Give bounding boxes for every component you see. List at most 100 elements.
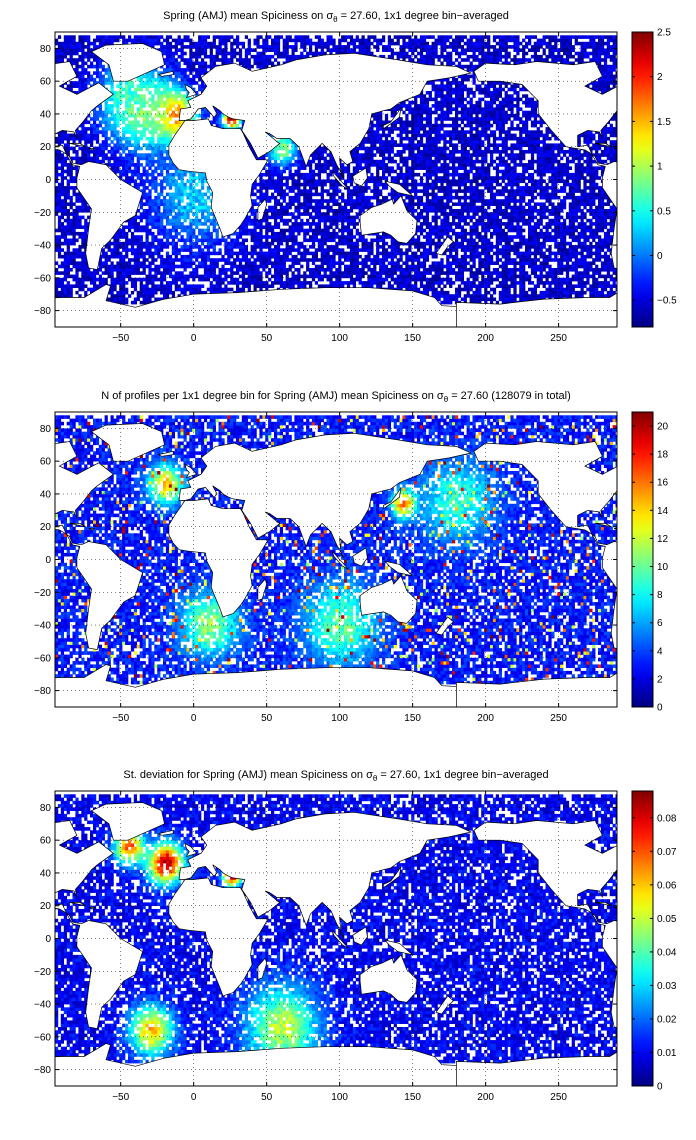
colorbar-tick-label: 14 — [657, 506, 669, 517]
panel-title: N of profiles per 1x1 degree bin for Spr… — [101, 390, 571, 404]
panel-title: Spring (AMJ) mean Spiciness on σθ = 27.6… — [163, 10, 509, 24]
coastline — [595, 523, 612, 528]
y-tick-label: 20 — [40, 142, 52, 153]
coastline — [257, 198, 268, 222]
coastline — [332, 551, 349, 570]
coastline — [257, 578, 268, 602]
y-tick-label: 40 — [40, 109, 52, 120]
y-tick-label: 60 — [40, 457, 52, 468]
colorbar-tick-label: 0 — [657, 703, 663, 714]
grid-lines — [55, 412, 617, 707]
colorbar-tick-label: 0 — [657, 1082, 663, 1093]
coastline — [359, 954, 418, 1003]
coastline — [69, 902, 86, 907]
y-tick-label: 40 — [40, 489, 52, 500]
y-tick-label: −80 — [34, 306, 51, 317]
x-tick-label: 50 — [261, 713, 273, 724]
y-tick-label: −20 — [34, 588, 51, 599]
coastline — [55, 441, 144, 651]
colorbar: 0 0.01 0.02 0.03 0.04 0.05 0.06 0.07 0.08 — [631, 790, 677, 1093]
y-tick-label: −20 — [34, 967, 51, 978]
x-tick-label: 200 — [477, 1092, 494, 1103]
colorbar-tick-label: 2 — [657, 674, 663, 685]
coastline — [473, 61, 617, 269]
coastline — [684, 830, 696, 835]
y-tick-label: 60 — [40, 77, 52, 88]
coastline — [157, 829, 174, 836]
coastline — [359, 195, 418, 244]
y-tick-label: −20 — [34, 208, 51, 219]
coastline — [178, 432, 473, 559]
y-tick-label: 80 — [40, 803, 52, 814]
x-tick-label: 50 — [261, 1092, 273, 1103]
coastline — [69, 143, 86, 148]
colorbar-tick-label: 20 — [657, 422, 669, 433]
x-tick-label: 250 — [550, 333, 567, 344]
land-masses — [55, 802, 696, 1086]
coastline — [595, 902, 612, 907]
y-tick-label: −40 — [34, 241, 51, 252]
coastline — [473, 441, 617, 649]
coastline — [595, 143, 612, 148]
panel-title: St. deviation for Spring (AMJ) mean Spic… — [123, 769, 548, 783]
colorbar-tick-label: −0.5 — [657, 296, 677, 307]
map-panel-std: St. deviation for Spring (AMJ) mean Spic… — [34, 769, 696, 1103]
y-tick-label: −80 — [34, 1065, 51, 1076]
y-tick-label: −40 — [34, 621, 51, 632]
map-panel-mean: Spring (AMJ) mean Spiciness on σθ = 27.6… — [34, 10, 677, 344]
coastline — [332, 171, 349, 190]
coastline — [90, 43, 165, 82]
coastline — [435, 236, 455, 256]
colorbar-tick-label: 2 — [657, 72, 663, 83]
x-tick-label: 200 — [477, 713, 494, 724]
map-panel-count: N of profiles per 1x1 degree bin for Spr… — [34, 390, 696, 724]
grid-lines — [55, 32, 617, 327]
y-tick-label: 0 — [45, 934, 51, 945]
y-tick-label: −60 — [34, 1032, 51, 1043]
coastline — [613, 907, 617, 909]
coastline — [88, 528, 96, 531]
colorbar-tick-label: 0.07 — [657, 847, 677, 858]
x-tick-label: 0 — [191, 1092, 197, 1103]
colorbar-tick-label: 1.5 — [657, 117, 671, 128]
colorbar-gradient — [631, 790, 654, 1087]
coastline — [383, 866, 402, 889]
coastline — [352, 167, 368, 187]
x-tick-label: 250 — [550, 713, 567, 724]
x-tick-label: 200 — [477, 333, 494, 344]
colorbar-gradient — [631, 31, 654, 328]
coastline — [473, 820, 617, 1028]
coastline — [257, 957, 268, 981]
coastline — [55, 820, 144, 1030]
coastline — [435, 616, 455, 636]
colorbar-tick-label: 0.06 — [657, 880, 677, 891]
coastline — [184, 463, 198, 479]
coastline — [613, 148, 617, 150]
coastline — [684, 451, 696, 456]
coastline — [184, 842, 198, 858]
colorbar-tick-label: 0.02 — [657, 1014, 677, 1025]
colorbar: −0.5 0 0.5 1 1.5 2 2.5 — [631, 28, 677, 328]
coastline — [55, 61, 144, 271]
y-tick-label: 20 — [40, 522, 52, 533]
coastline — [352, 547, 368, 567]
x-tick-label: 250 — [550, 1092, 567, 1103]
x-tick-label: 150 — [404, 713, 421, 724]
grid-lines — [55, 791, 617, 1086]
x-tick-label: 100 — [331, 713, 348, 724]
coastline — [178, 811, 473, 938]
coastline — [178, 52, 473, 179]
colorbar-tick-label: 6 — [657, 618, 663, 629]
y-tick-label: −40 — [34, 1000, 51, 1011]
y-tick-label: 0 — [45, 555, 51, 566]
y-tick-label: 0 — [45, 175, 51, 186]
coastline — [456, 672, 617, 707]
coastline — [613, 528, 617, 530]
coastline — [184, 83, 198, 99]
colorbar-gradient — [631, 411, 654, 708]
x-tick-label: 150 — [404, 333, 421, 344]
colorbar-tick-label: 2.5 — [657, 28, 671, 39]
y-tick-label: −80 — [34, 686, 51, 697]
coastline — [332, 930, 349, 949]
